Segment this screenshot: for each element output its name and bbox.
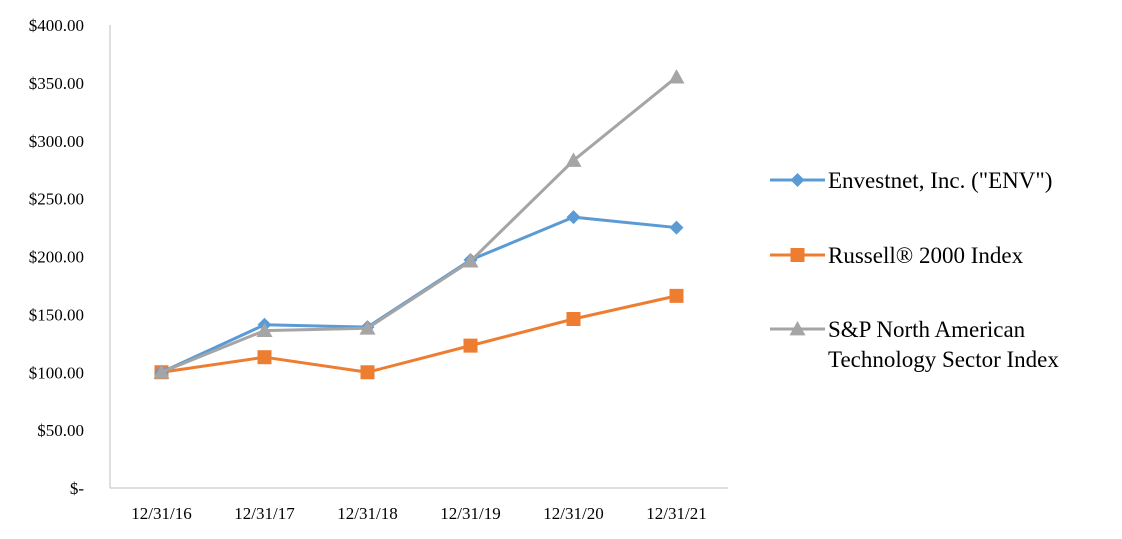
x-tick-label: 12/31/16 bbox=[131, 504, 191, 523]
y-tick-label: $150.00 bbox=[29, 305, 84, 324]
y-tick-label: $100.00 bbox=[29, 363, 84, 382]
data-point bbox=[256, 322, 273, 337]
data-point bbox=[669, 288, 684, 303]
data-point bbox=[257, 350, 272, 365]
data-point bbox=[463, 338, 478, 353]
legend-marker bbox=[790, 248, 805, 262]
y-tick-label: $400.00 bbox=[29, 16, 84, 35]
legend-label-line: S&P North American bbox=[828, 317, 1026, 342]
series-s-p-north-american-technology-sector-index bbox=[153, 69, 685, 379]
chart-series bbox=[153, 69, 685, 380]
x-tick-label: 12/31/17 bbox=[234, 504, 295, 523]
legend-label: Envestnet, Inc. ("ENV") bbox=[828, 168, 1052, 193]
x-tick-label: 12/31/21 bbox=[646, 504, 706, 523]
data-point bbox=[153, 364, 170, 379]
data-point bbox=[565, 152, 582, 167]
data-point bbox=[668, 69, 685, 84]
data-point bbox=[359, 320, 376, 335]
x-tick-label: 12/31/19 bbox=[440, 504, 500, 523]
x-tick-label: 12/31/20 bbox=[543, 504, 603, 523]
series-line bbox=[160, 75, 678, 374]
legend-label-line: Technology Sector Index bbox=[828, 347, 1059, 372]
legend-label: S&P North American Technology Sector Inde… bbox=[828, 317, 1059, 372]
y-tick-label: $200.00 bbox=[29, 248, 84, 267]
y-tick-label: $50.00 bbox=[37, 421, 84, 440]
x-tick-label: 12/31/18 bbox=[337, 504, 397, 523]
chart-legend: Envestnet, Inc. ("ENV") Russell® 2000 Ind… bbox=[770, 168, 1059, 372]
data-point bbox=[566, 312, 581, 327]
data-point bbox=[360, 365, 375, 380]
legend-label: Russell® 2000 Index bbox=[828, 243, 1024, 268]
legend-marker bbox=[790, 173, 805, 187]
y-tick-label: $- bbox=[70, 479, 85, 498]
y-tick-label: $300.00 bbox=[29, 132, 84, 151]
y-tick-label: $350.00 bbox=[29, 74, 84, 93]
series-russell-2000-index bbox=[154, 288, 684, 380]
legend-label-line: Russell® 2000 Index bbox=[828, 243, 1024, 268]
y-tick-label: $250.00 bbox=[29, 190, 84, 209]
series-line bbox=[161, 294, 677, 374]
legend-item-russell-2000-index: Russell® 2000 Index bbox=[770, 243, 1024, 268]
legend-marker bbox=[789, 321, 806, 336]
legend-item-envestnet-inc-env: Envestnet, Inc. ("ENV") bbox=[770, 168, 1052, 193]
data-point bbox=[566, 210, 581, 225]
legend-item-s-p-north-american-technology-sector-index: S&P North American Technology Sector Inde… bbox=[770, 317, 1059, 372]
data-point bbox=[462, 253, 479, 268]
legend-label-line: Envestnet, Inc. ("ENV") bbox=[828, 168, 1052, 193]
data-point bbox=[669, 220, 684, 235]
chart-axes: $- $50.00 $100.00 $150.00 $200.00 $250.00 $300… bbox=[29, 16, 728, 523]
